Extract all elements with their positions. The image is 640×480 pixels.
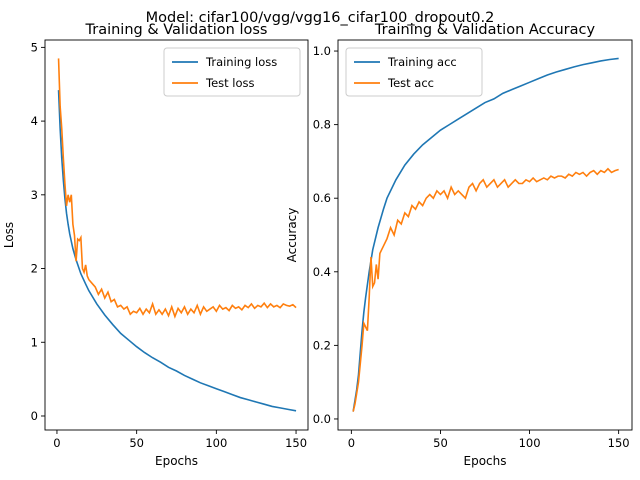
legend-box [163, 47, 301, 97]
x-tick-label: 100 [519, 436, 541, 450]
legend-label-1: Training acc [387, 55, 457, 69]
legend: Training acc Test acc [345, 47, 483, 97]
x-tick-label: 0 [53, 436, 60, 450]
x-tick-label: 50 [433, 436, 448, 450]
y-tick-label: 0.0 [313, 412, 331, 426]
y-tick-label: 0.8 [313, 118, 331, 132]
series-line-2 [352, 167, 619, 412]
legend: Training loss Test loss [163, 47, 301, 97]
x-tick-label: 150 [285, 436, 307, 450]
x-tick-label: 100 [205, 436, 227, 450]
legend-box [345, 47, 483, 97]
y-axis-label: Loss [2, 222, 16, 248]
y-tick-label: 0 [31, 409, 38, 423]
series-line-1 [352, 57, 619, 412]
x-axis-label: Epochs [155, 454, 198, 468]
y-tick-label: 4 [31, 114, 38, 128]
series-line-2 [57, 58, 297, 319]
y-tick-label: 1.0 [313, 44, 331, 58]
y-tick-label: 2 [31, 262, 38, 276]
figure-suptitle: Model: cifar100/vgg/vgg16_cifar100_dropo… [146, 10, 495, 26]
y-axis-label: Accuracy [285, 208, 299, 263]
y-tick-label: 1 [31, 335, 38, 349]
x-tick-label: 50 [129, 436, 144, 450]
x-tick-label: 0 [348, 436, 355, 450]
y-tick-label: 0.6 [313, 191, 331, 205]
x-axis-label: Epochs [464, 454, 507, 468]
accuracy-plot: 0 50 100 150 0.0 0.2 0.4 0.6 0.8 1.0 Training & Va… [285, 22, 633, 468]
y-tick-label: 5 [31, 40, 38, 54]
legend-label-2: Test acc [387, 76, 434, 90]
y-tick-label: 3 [31, 188, 38, 202]
legend-label-1: Training loss [205, 55, 277, 69]
plot-title: Training & Validation loss [85, 22, 268, 38]
x-tick-label: 150 [608, 436, 630, 450]
y-tick-label: 0.4 [313, 265, 331, 279]
loss-plot: 0 50 100 150 0 1 2 3 4 5 Training & Validation los… [2, 22, 309, 468]
plot-title: Training & Validation Accuracy [374, 22, 596, 38]
y-tick-label: 0.2 [313, 338, 331, 352]
axes-frame [337, 39, 633, 431]
series-line-1 [57, 90, 297, 412]
legend-label-2: Test loss [205, 76, 255, 90]
axes-frame [44, 39, 309, 431]
